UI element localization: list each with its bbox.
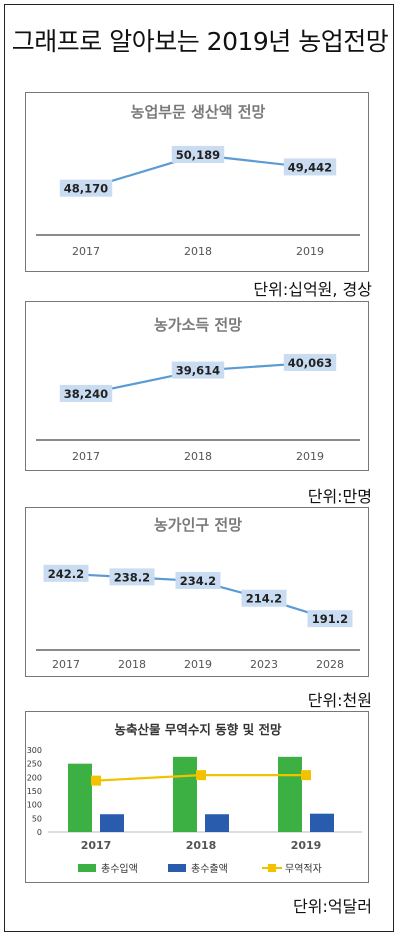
x-tick-label: 2018: [186, 839, 217, 852]
production-chart-title: 농업부문 생산액 전망: [131, 103, 266, 121]
x-tick-label: 2018: [118, 658, 146, 671]
x-tick-label: 2017: [52, 658, 80, 671]
population-line-chart: 농가인구 전망 2017 2018 2019 2023 2028 242.2 238.2 234…: [36, 516, 360, 671]
import-bar: [278, 756, 302, 832]
data-label: 191.2: [312, 612, 348, 626]
data-label-box: [283, 158, 337, 176]
y-tick-label: 250: [27, 760, 42, 769]
x-tick-label: 2017: [72, 245, 100, 258]
trade-deficit-marker: [196, 770, 206, 781]
x-tick-label: 2018: [184, 245, 212, 258]
x-tick-label: 2019: [184, 658, 212, 671]
trade-deficit-marker: [301, 770, 311, 781]
export-bar: [205, 814, 229, 832]
production-unit-label: 단위:십억원, 경상: [253, 280, 372, 299]
y-tick-label: 100: [27, 801, 42, 810]
population-unit-label: 단위:천원: [307, 691, 372, 710]
trade-unit-label: 단위:억달러: [293, 897, 372, 916]
data-label: 40,063: [288, 356, 332, 370]
income-unit-label: 단위:만명: [307, 487, 372, 506]
population-chart-panel: 농가인구 전망 2017 2018 2019 2023 2028 242.2 238.2 234…: [25, 507, 369, 677]
import-bar: [173, 756, 197, 832]
data-label: 38,240: [64, 387, 108, 401]
legend-swatch-marker: [268, 864, 276, 872]
export-bar: [100, 814, 124, 832]
x-tick-label: 2017: [72, 450, 100, 463]
x-tick-label: 2019: [296, 245, 324, 258]
trade-chart-panel: 농축산물 무역수지 동향 및 전망 0 50 100 150 200 250 300 2017 2…: [25, 711, 369, 883]
import-bar: [68, 763, 92, 832]
income-line-chart: 농가소득 전망 2017 2018 2019 38,240 39,614 40,063: [36, 316, 360, 463]
legend-swatch: [168, 864, 186, 872]
data-label-box: [43, 564, 89, 582]
legend-label: 총수입액: [101, 862, 138, 875]
y-tick-label: 200: [27, 773, 42, 782]
x-tick-label: 2017: [81, 839, 112, 852]
page-title: 그래프로 알아보는 2019년 농업전망: [11, 27, 389, 56]
trade-chart-title: 농축산물 무역수지 동향 및 전망: [115, 722, 282, 737]
trade-combo-chart: 농축산물 무역수지 동향 및 전망 0 50 100 150 200 250 300 2017 2…: [27, 722, 362, 875]
data-label: 214.2: [246, 592, 282, 606]
x-tick-label: 2028: [316, 658, 344, 671]
production-chart-panel: 농업부문 생산액 전망 2017 2018 2019 48,170 50,189 49,44…: [25, 92, 369, 272]
data-label-box: [283, 353, 337, 371]
data-label: 238.2: [114, 570, 150, 584]
y-tick-label: 300: [27, 746, 42, 755]
x-tick-label: 2019: [291, 839, 322, 852]
trade-deficit-marker: [91, 775, 101, 786]
x-tick-label: 2018: [184, 450, 212, 463]
data-label-box: [109, 568, 155, 586]
export-bar: [310, 813, 334, 832]
data-label-box: [171, 145, 225, 163]
data-label: 48,170: [64, 182, 108, 196]
data-label-box: [175, 571, 221, 589]
y-tick-label: 150: [27, 787, 42, 796]
x-tick-label: 2019: [296, 450, 324, 463]
y-tick-label: 0: [37, 828, 42, 837]
data-label: 234.2: [180, 574, 216, 588]
data-label: 39,614: [176, 364, 220, 378]
legend-swatch: [78, 864, 96, 872]
data-label-box: [307, 610, 353, 628]
production-line-chart: 농업부문 생산액 전망 2017 2018 2019 48,170 50,189 49,44…: [36, 103, 360, 258]
legend-label: 총수출액: [191, 863, 228, 875]
data-label: 49,442: [288, 160, 332, 174]
legend-label: 무역적자: [285, 863, 322, 875]
income-chart-panel: 농가소득 전망 2017 2018 2019 38,240 39,614 40,063: [25, 301, 369, 471]
y-tick-label: 50: [32, 814, 42, 823]
data-label: 242.2: [48, 567, 84, 581]
data-label: 50,189: [176, 148, 220, 162]
data-label-box: [171, 361, 225, 379]
population-chart-title: 농가인구 전망: [154, 516, 242, 534]
data-label-box: [59, 384, 113, 402]
x-tick-label: 2023: [250, 658, 278, 671]
data-label-box: [241, 589, 287, 607]
income-chart-title: 농가소득 전망: [154, 316, 242, 334]
data-label-box: [59, 179, 113, 197]
